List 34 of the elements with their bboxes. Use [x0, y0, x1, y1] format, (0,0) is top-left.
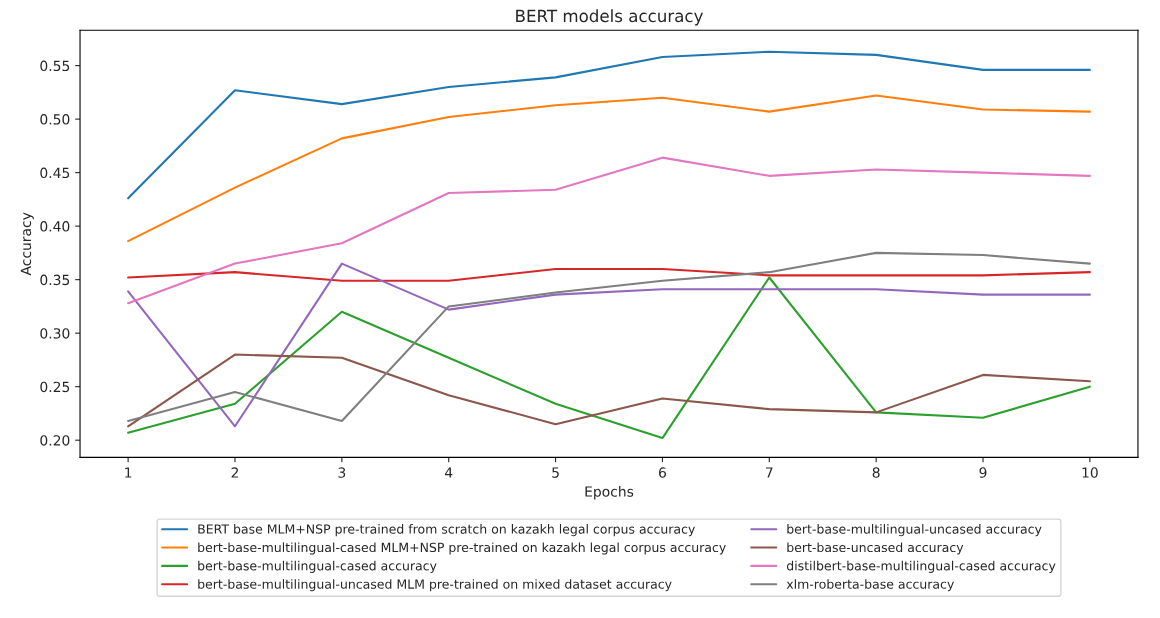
x-tick-label: 1 — [125, 467, 132, 478]
x-tick-label: 2 — [231, 467, 239, 478]
legend-label: bert-base-multilingual-uncased accuracy — [787, 524, 1042, 537]
y-tick-label: 0.35 — [40, 274, 70, 286]
line-series — [127, 156, 1091, 305]
y-axis-title: Accuracy — [20, 212, 34, 276]
line-series — [127, 94, 1091, 243]
y-tick-label: 0.25 — [40, 381, 70, 393]
x-tick-label: 4 — [444, 467, 453, 478]
x-tick-label: 8 — [872, 467, 880, 478]
x-tick-label: 3 — [338, 467, 346, 478]
line-series — [127, 353, 1091, 428]
x-tick-label: 5 — [552, 467, 559, 478]
legend-label: BERT base MLM+NSP pre-trained from scratch on kazakh legal corpus accuracy — [198, 524, 695, 537]
legend-label: bert-base-multilingual-cased MLM+NSP pre-trained on kazakh legal corpus accuracy — [198, 542, 726, 555]
legend-label: bert-base-multilingual-cased accuracy — [198, 560, 437, 573]
line-series — [127, 267, 1091, 282]
legend-label: distilbert-base-multilingual-cased accuracy — [786, 560, 1056, 573]
legend-label: bert-base-multilingual-uncased MLM pre-trained on mixed dataset accuracy — [198, 579, 672, 592]
y-tick-label: 0.55 — [40, 60, 70, 72]
y-tick-label: 0.30 — [40, 328, 70, 339]
x-tick-label: 7 — [766, 467, 773, 478]
y-tick-label: 0.50 — [40, 114, 70, 125]
x-tick-label: 9 — [979, 467, 987, 478]
legend-label: xlm-roberta-base accuracy — [786, 579, 954, 592]
line-series — [127, 50, 1091, 200]
x-axis-title: Epochs — [585, 486, 634, 500]
x-tick-label: 6 — [658, 467, 666, 478]
y-tick-label: 0.20 — [40, 435, 70, 446]
y-tick-label: 0.45 — [40, 167, 70, 179]
chart-title: BERT models accuracy — [516, 9, 703, 26]
y-tick-label: 0.40 — [40, 221, 70, 232]
x-tick-label: 10 — [1082, 467, 1098, 478]
legend-label: bert-base-uncased accuracy — [787, 542, 964, 555]
